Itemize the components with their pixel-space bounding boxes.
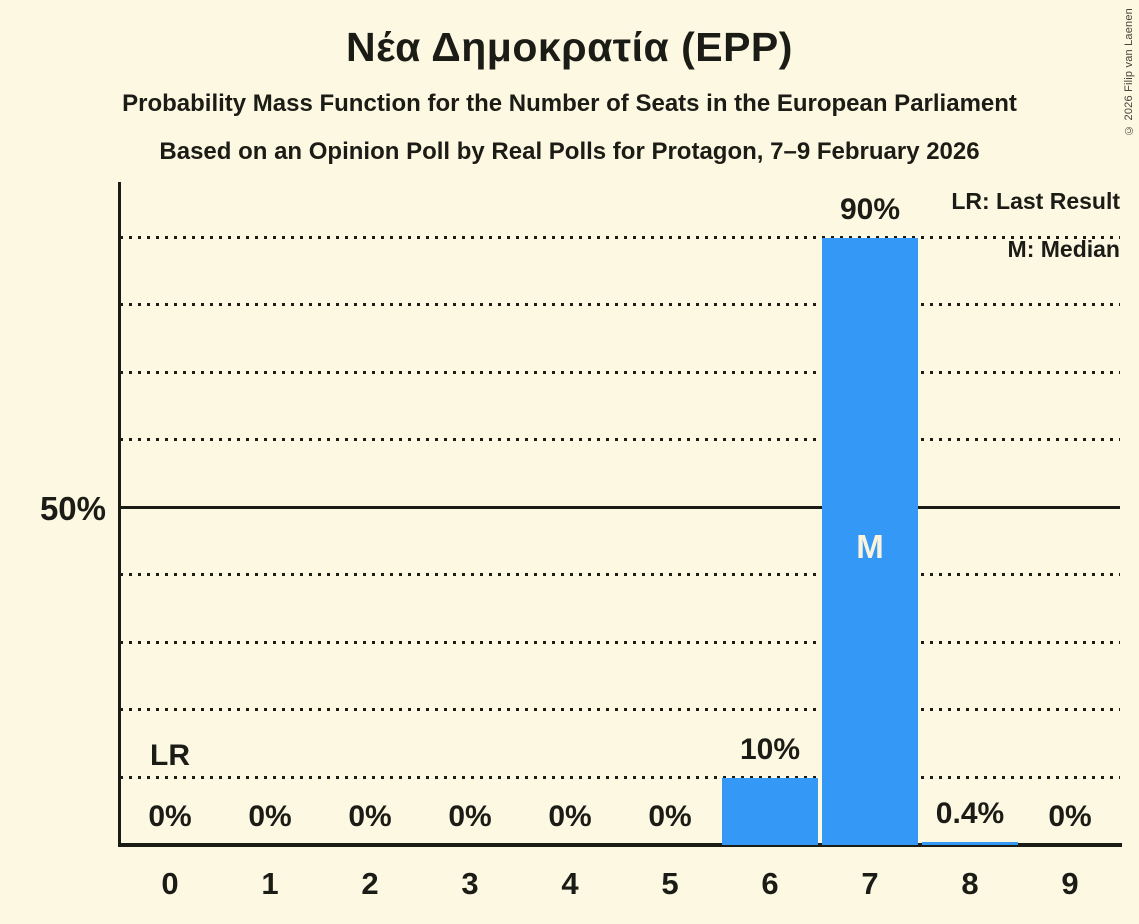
bar-seats-8 [922,842,1018,845]
x-tick-label-9: 9 [1061,866,1079,901]
gridline-70 [120,370,1120,374]
x-tick-label-3: 3 [461,866,479,901]
copyright-notice: © 2026 Filip van Laenen [1123,8,1135,136]
gridline-20 [120,708,1120,711]
legend-last-result: LR: Last Result [951,188,1120,214]
x-tick-label-1: 1 [261,866,279,901]
gridline-10 [120,775,1120,779]
x-tick-label-0: 0 [161,866,179,901]
chart-source-line: Based on an Opinion Poll by Real Polls f… [159,138,980,165]
x-tick-label-5: 5 [661,866,679,901]
y-axis-line [118,182,121,847]
bar-value-label-4: 0% [548,800,592,833]
gridline-solid-50 [120,505,1120,509]
bar-value-label-5: 0% [648,800,692,833]
gridline-40 [120,573,1120,576]
last-result-marker-label: LR [150,738,190,772]
x-tick-label-2: 2 [361,866,379,901]
x-axis-line [118,843,1122,847]
bar-value-label-2: 0% [348,800,392,833]
bar-value-label-3: 0% [448,800,492,833]
x-tick-label-4: 4 [561,866,579,901]
gridline-90 [120,235,1120,239]
y-axis-tick-label: 50% [39,490,106,527]
chart-title: Νέα Δημοκρατία (EPP) [346,24,793,70]
x-tick-label-6: 6 [761,866,779,901]
bar-value-label-6: 10% [739,732,801,766]
x-tick-label-7: 7 [861,866,879,901]
gridline-60 [120,438,1120,441]
bar-value-label-9: 0% [1048,800,1092,833]
bar-value-label-0: 0% [148,800,192,833]
bar-value-label-1: 0% [248,800,292,833]
x-tick-label-8: 8 [961,866,979,901]
chart-subtitle: Probability Mass Function for the Number… [122,90,1017,117]
gridline-30 [120,640,1120,644]
bar-value-label-8: 0.4% [935,797,1005,831]
bar-value-label-7: 90% [839,192,901,226]
bar-seats-7 [822,237,918,845]
legend-median: M: Median [1007,236,1120,262]
median-marker-label: M [856,528,884,565]
bar-seats-6 [722,777,818,845]
gridline-80 [120,303,1120,306]
